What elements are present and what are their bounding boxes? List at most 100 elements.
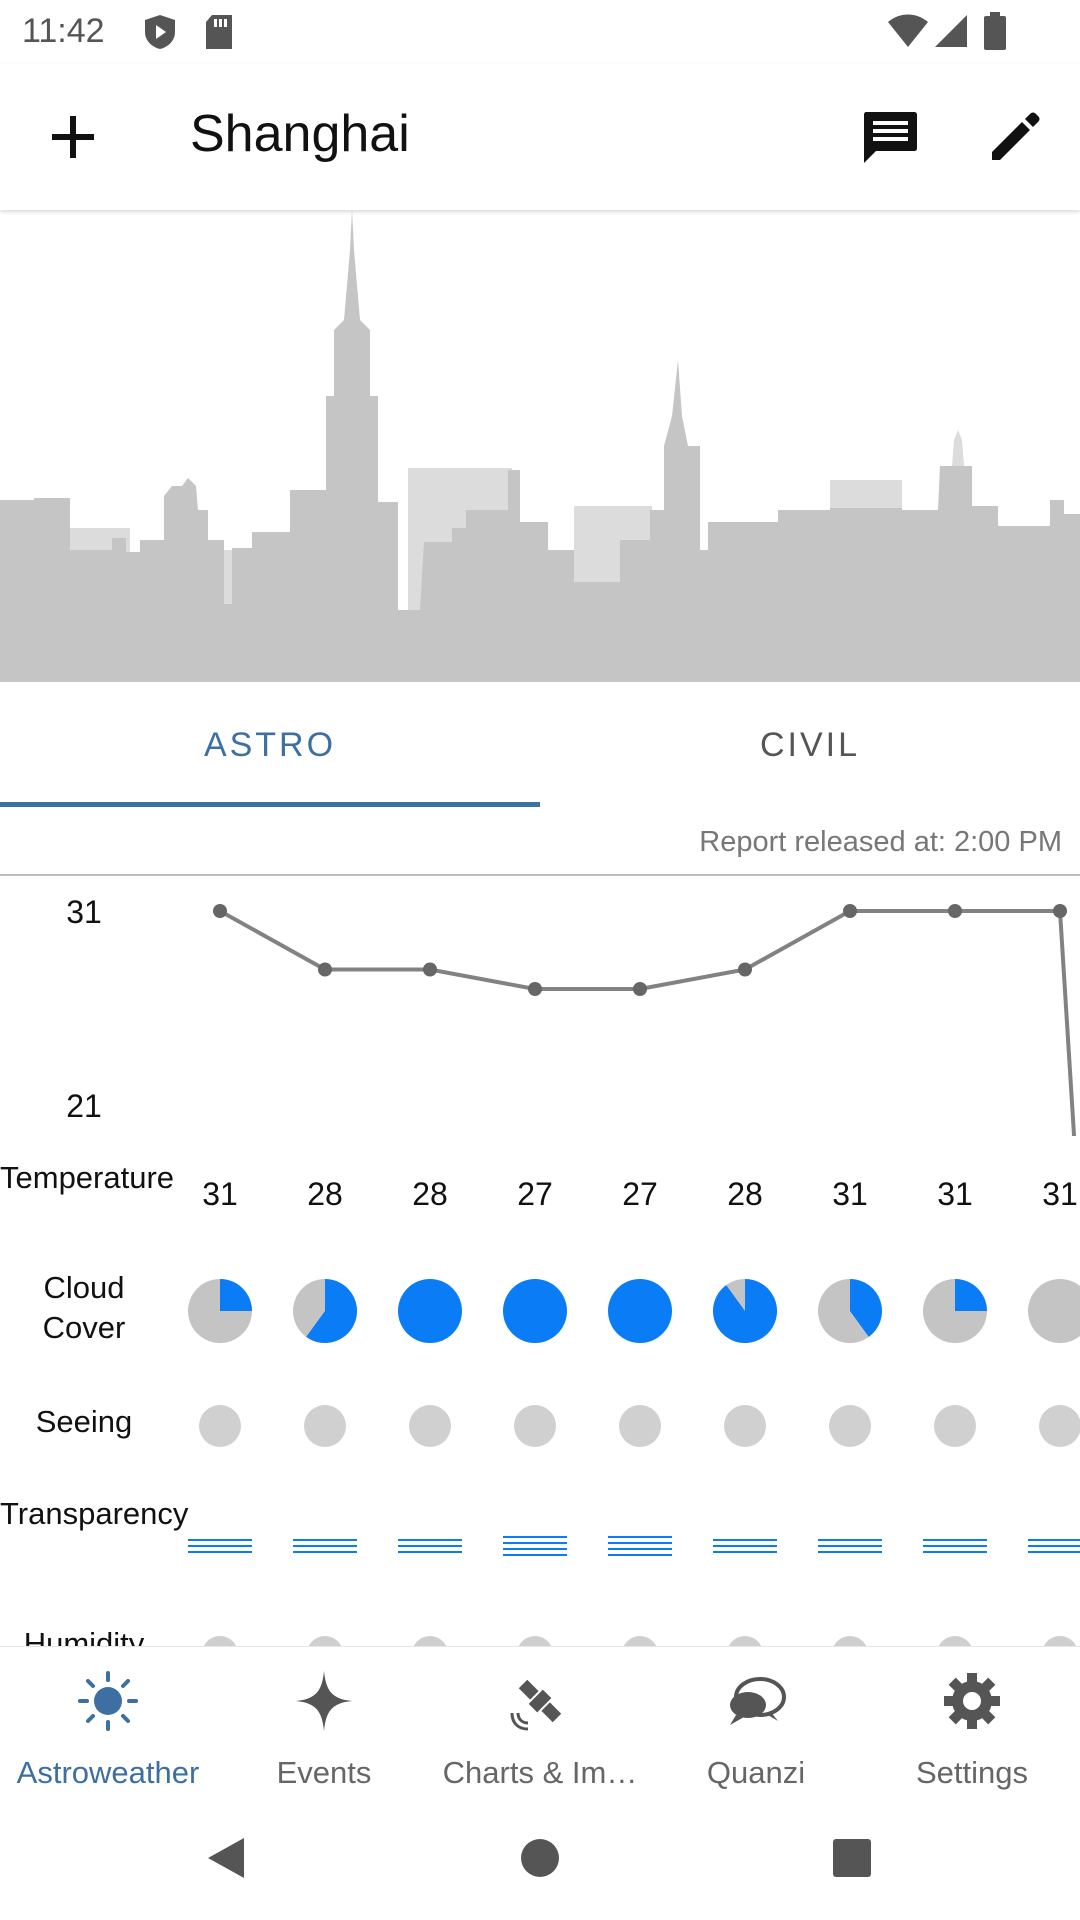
nav-label: Charts & Im… bbox=[442, 1755, 638, 1790]
cloud-cover-row bbox=[188, 1279, 1080, 1343]
temperature-value: 31 bbox=[202, 1176, 238, 1212]
cloud-cover-pie bbox=[713, 1279, 778, 1343]
signal-icon bbox=[935, 15, 967, 47]
humidity-dot bbox=[833, 1636, 867, 1646]
humidity-dot bbox=[308, 1636, 342, 1646]
temperature-point bbox=[843, 904, 857, 918]
temperature-point bbox=[633, 982, 647, 996]
transparency-lines bbox=[293, 1539, 357, 1553]
transparency-lines bbox=[608, 1536, 672, 1556]
transparency-lines bbox=[713, 1539, 777, 1553]
temperature-value: 27 bbox=[517, 1176, 553, 1212]
seeing-dot bbox=[304, 1405, 346, 1447]
cloud-cover-row-label: Cloud Cover bbox=[42, 1270, 126, 1345]
transparency-lines bbox=[818, 1539, 882, 1553]
nav-settings[interactable]: Settings bbox=[864, 1647, 1080, 1797]
app-bar: Shanghai bbox=[0, 64, 1080, 210]
seeing-dot bbox=[724, 1405, 766, 1447]
system-navigation-bar bbox=[0, 1796, 1080, 1920]
humidity-dot bbox=[938, 1636, 972, 1646]
temperature-value: 27 bbox=[622, 1176, 658, 1212]
humidity-dot bbox=[413, 1636, 447, 1646]
temperature-point bbox=[528, 982, 542, 996]
seeing-dot bbox=[409, 1405, 451, 1447]
wifi-icon bbox=[888, 14, 928, 47]
city-skyline-illustration bbox=[0, 210, 1080, 682]
tab-astro[interactable]: ASTRO bbox=[203, 725, 337, 764]
seeing-row bbox=[199, 1405, 1080, 1447]
divider bbox=[0, 874, 1080, 876]
cloud-cover-pie bbox=[1028, 1279, 1080, 1343]
transparency-lines bbox=[923, 1539, 987, 1553]
humidity-dot bbox=[623, 1636, 657, 1646]
cloud-cover-pie bbox=[398, 1279, 462, 1343]
cloud-cover-pie bbox=[188, 1279, 252, 1343]
sparkle-icon bbox=[296, 1671, 352, 1731]
temperature-value: 31 bbox=[1042, 1176, 1078, 1212]
report-released-text: Report released at: 2:00 PM bbox=[699, 826, 1062, 858]
nav-label: Astroweather bbox=[16, 1755, 200, 1790]
gear-icon bbox=[944, 1673, 1000, 1729]
temperature-axis-max: 31 bbox=[66, 894, 102, 930]
nav-astroweather[interactable]: Astroweather bbox=[0, 1647, 216, 1797]
tab-indicator bbox=[0, 802, 540, 807]
shield-play-icon bbox=[145, 15, 175, 49]
temperature-value: 31 bbox=[937, 1176, 973, 1212]
nav-charts-imagery[interactable]: Charts & Im… bbox=[432, 1647, 648, 1797]
recents-icon[interactable] bbox=[832, 1838, 872, 1878]
cloud-cover-pie bbox=[608, 1279, 672, 1343]
nav-label: Events bbox=[276, 1755, 372, 1790]
sun-icon bbox=[78, 1671, 138, 1731]
transparency-row bbox=[188, 1536, 1080, 1556]
temperature-line bbox=[219, 909, 1077, 1136]
humidity-row bbox=[203, 1636, 1077, 1646]
seeing-dot bbox=[934, 1405, 976, 1447]
seeing-dot bbox=[829, 1405, 871, 1447]
temperature-point bbox=[213, 904, 227, 918]
nav-label: Settings bbox=[915, 1755, 1028, 1790]
cloud-cover-pie bbox=[503, 1279, 567, 1343]
seeing-dot bbox=[514, 1405, 556, 1447]
humidity-row-label: Humidity bbox=[23, 1626, 145, 1646]
humidity-dot bbox=[518, 1636, 552, 1646]
temperature-point bbox=[318, 962, 332, 977]
tab-civil[interactable]: CIVIL bbox=[759, 725, 861, 764]
temperature-value: 28 bbox=[412, 1176, 448, 1212]
transparency-lines bbox=[398, 1539, 462, 1553]
sd-card-icon bbox=[206, 15, 232, 49]
transparency-lines bbox=[188, 1539, 252, 1553]
temperature-value: 31 bbox=[832, 1176, 868, 1212]
nav-quanzi[interactable]: Quanzi bbox=[648, 1647, 864, 1797]
back-icon[interactable] bbox=[206, 1836, 246, 1880]
nav-events[interactable]: Events bbox=[216, 1647, 432, 1797]
status-time: 11:42 bbox=[22, 12, 105, 50]
cloud-cover-pie bbox=[818, 1279, 882, 1343]
temperature-point bbox=[738, 962, 752, 977]
temperature-row-label: Temperature bbox=[0, 1160, 175, 1195]
temperature-value: 28 bbox=[727, 1176, 763, 1212]
transparency-row-label: Transparency bbox=[0, 1496, 189, 1531]
temperature-value: 28 bbox=[307, 1176, 343, 1212]
nav-label: Quanzi bbox=[706, 1755, 806, 1790]
chat-bubbles-icon bbox=[730, 1677, 786, 1725]
seeing-dot bbox=[199, 1405, 241, 1447]
home-icon[interactable] bbox=[520, 1838, 560, 1878]
bottom-navigation: Astroweather Events Charts & Im… Quanzi bbox=[0, 1646, 1080, 1797]
temperature-point bbox=[948, 904, 962, 918]
cloud-cover-pie bbox=[293, 1279, 357, 1343]
message-icon[interactable] bbox=[862, 110, 918, 164]
transparency-lines bbox=[1028, 1539, 1080, 1553]
seeing-dot bbox=[619, 1405, 661, 1447]
temperature-point bbox=[423, 962, 437, 977]
add-location-button[interactable] bbox=[50, 114, 96, 160]
transparency-lines bbox=[503, 1536, 567, 1556]
satellite-icon bbox=[510, 1679, 562, 1731]
seeing-dot bbox=[1039, 1405, 1080, 1447]
temperature-axis-min: 21 bbox=[66, 1088, 102, 1124]
temperature-line-chart bbox=[213, 904, 1077, 1136]
edit-pencil-icon[interactable] bbox=[990, 110, 1042, 162]
humidity-dot bbox=[1043, 1636, 1077, 1646]
temperature-point bbox=[1053, 904, 1067, 918]
forecast-grid[interactable]: 31 21 Temperature 31 28 28 27 27 28 31 31 31 Clo… bbox=[0, 876, 1080, 1646]
humidity-dot bbox=[728, 1636, 762, 1646]
